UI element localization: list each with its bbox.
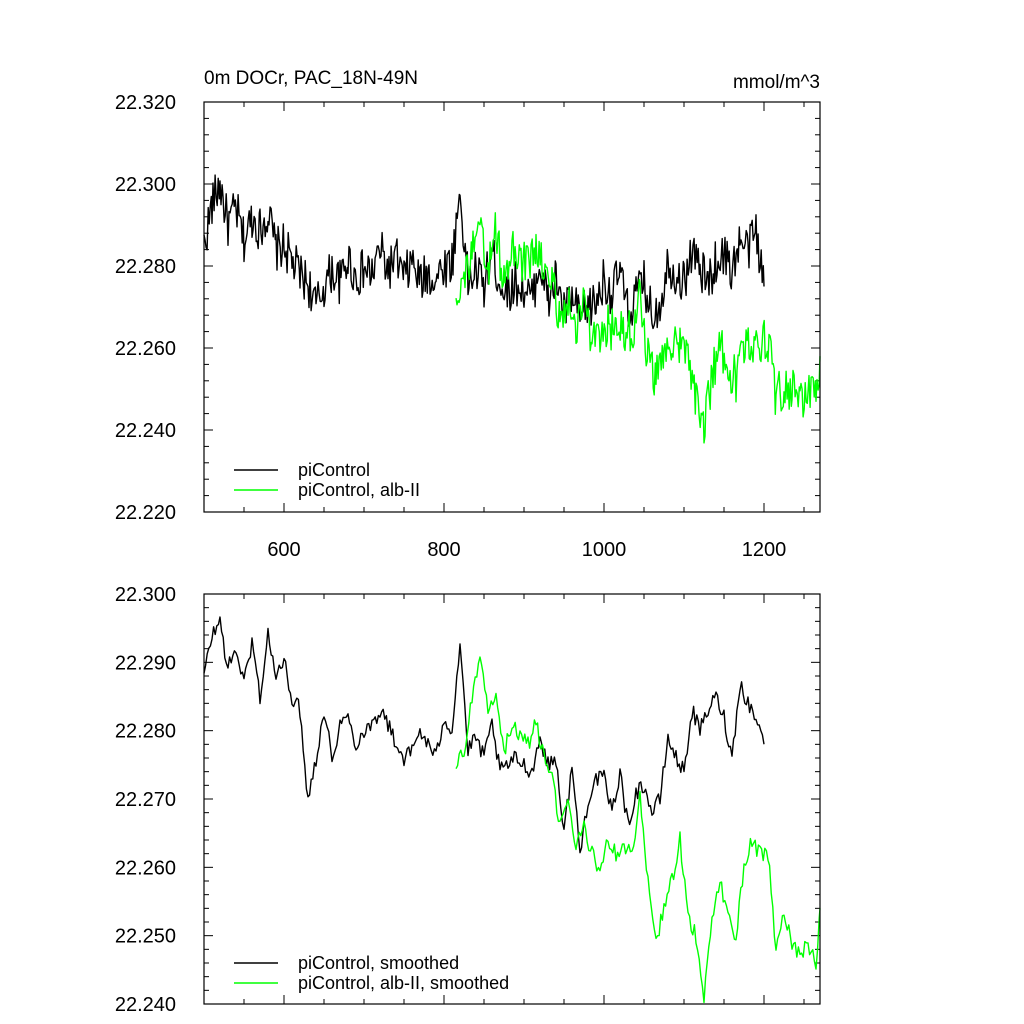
- bottom-panel-ticks: 22.240 22.250 22.260 22.270 22.280 22.290 22.3…: [115, 584, 820, 1016]
- legend-label-picontrol: piControl: [298, 460, 370, 480]
- bottom-panel: 22.240 22.250 22.260 22.270 22.280 22.290 22.3…: [115, 584, 821, 1016]
- top-panel: 0m DOCr, PAC_18N-49N mmol/m^3 22.22022.2…: [115, 68, 821, 561]
- x-tick-label: 800: [427, 539, 460, 561]
- y-tick-label: 22.260: [115, 338, 176, 360]
- bottom-panel-frame: [203, 593, 821, 1005]
- y-tick-label: 22.260: [115, 857, 176, 879]
- y-tick-label: 22.240: [115, 994, 176, 1016]
- series-line-picontrol-alb-ii-smoothed: [455, 656, 821, 1004]
- y-tick-label: 22.250: [115, 926, 176, 948]
- legend-label-picontrol-alb-ii: piControl, alb-II: [298, 480, 420, 500]
- legend-label-picontrol-alb-ii-smoothed: piControl, alb-II, smoothed: [298, 973, 509, 993]
- bottom-panel-series: [203, 616, 821, 1004]
- y-tick-label: 22.320: [115, 92, 176, 114]
- series-line-picontrol: [203, 174, 765, 330]
- series-line-picontrol-smoothed: [203, 616, 765, 854]
- y-tick-label: 22.280: [115, 721, 176, 743]
- x-tick-label: 1200: [742, 539, 787, 561]
- top-panel-units: mmol/m^3: [733, 72, 820, 93]
- y-tick-label: 22.280: [115, 256, 176, 278]
- y-tick-label: 22.300: [115, 584, 176, 606]
- top-panel-legend: piControl piControl, alb-II: [234, 460, 420, 500]
- top-panel-ticks: 22.220 22.240 22.260 22.280 22.300 22.320 600 8…: [115, 92, 820, 561]
- series-line-picontrol-alb-ii: [455, 212, 821, 444]
- top-panel-frame: [203, 101, 821, 513]
- y-tick-label: 22.290: [115, 652, 176, 674]
- bottom-panel-legend: piControl, smoothed piControl, alb-II, s…: [234, 953, 509, 993]
- y-tick-label: 22.300: [115, 174, 176, 196]
- y-tick-label: 22.220: [115, 502, 176, 524]
- top-panel-series: [203, 174, 821, 444]
- y-tick-label: 22.240: [115, 420, 176, 442]
- y-tick-label: 22.270: [115, 789, 176, 811]
- legend-label-picontrol-smoothed: piControl, smoothed: [298, 953, 459, 973]
- top-panel-title: 0m DOCr, PAC_18N-49N: [204, 68, 418, 89]
- x-tick-label: 600: [267, 539, 300, 561]
- x-tick-label: 1000: [582, 539, 627, 561]
